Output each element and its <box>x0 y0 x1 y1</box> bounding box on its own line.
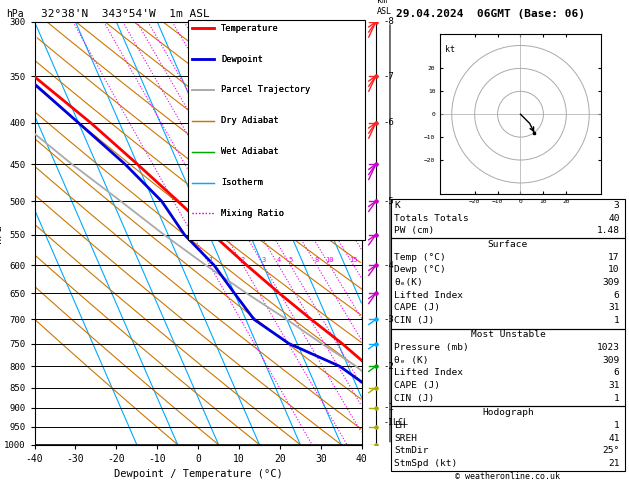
Text: kt: kt <box>445 46 455 54</box>
Text: Wet Adiabat: Wet Adiabat <box>221 147 279 156</box>
Text: Pressure (mb): Pressure (mb) <box>394 343 469 352</box>
Text: 15: 15 <box>349 257 358 263</box>
Text: CIN (J): CIN (J) <box>394 316 435 325</box>
Text: 10: 10 <box>608 265 620 275</box>
Text: PW (cm): PW (cm) <box>394 226 435 236</box>
Text: -8: -8 <box>384 17 394 26</box>
Text: EH: EH <box>394 421 406 430</box>
Text: km
ASL: km ASL <box>377 0 392 16</box>
Text: Temperature: Temperature <box>221 24 279 33</box>
Text: 32°38'N  343°54'W  1m ASL: 32°38'N 343°54'W 1m ASL <box>42 9 210 19</box>
Text: -3: -3 <box>384 315 394 324</box>
Text: 5: 5 <box>288 257 292 263</box>
Text: Lifted Index: Lifted Index <box>394 291 464 300</box>
Text: Temp (°C): Temp (°C) <box>394 253 446 262</box>
Text: 25°: 25° <box>603 446 620 455</box>
Text: 6: 6 <box>614 291 620 300</box>
Text: Parcel Trajectory: Parcel Trajectory <box>221 86 310 94</box>
Text: 41: 41 <box>608 434 620 443</box>
Text: Surface: Surface <box>488 240 528 249</box>
Text: 3: 3 <box>614 201 620 210</box>
Text: Dewpoint: Dewpoint <box>221 54 263 64</box>
X-axis label: Dewpoint / Temperature (°C): Dewpoint / Temperature (°C) <box>114 469 282 479</box>
Text: 1: 1 <box>208 257 212 263</box>
Text: SREH: SREH <box>394 434 418 443</box>
Text: 3: 3 <box>261 257 265 263</box>
Text: CAPE (J): CAPE (J) <box>394 381 440 390</box>
Text: 29.04.2024  06GMT (Base: 06): 29.04.2024 06GMT (Base: 06) <box>396 9 585 19</box>
Text: CAPE (J): CAPE (J) <box>394 303 440 312</box>
Text: 1023: 1023 <box>596 343 620 352</box>
Text: -1: -1 <box>384 403 394 412</box>
Text: 31: 31 <box>608 303 620 312</box>
Text: -1LCL: -1LCL <box>384 418 409 428</box>
Text: Wet Adiabat: Wet Adiabat <box>221 147 279 156</box>
Text: Most Unstable: Most Unstable <box>470 330 545 340</box>
Text: 17: 17 <box>608 253 620 262</box>
Text: Isotherm: Isotherm <box>221 178 263 187</box>
FancyBboxPatch shape <box>188 20 365 240</box>
Text: -4: -4 <box>384 261 394 270</box>
Text: 6: 6 <box>614 368 620 378</box>
Text: 2: 2 <box>241 257 245 263</box>
Text: K: K <box>394 201 400 210</box>
Text: Lifted Index: Lifted Index <box>394 368 464 378</box>
Text: 21: 21 <box>608 459 620 468</box>
Text: θₑ(K): θₑ(K) <box>394 278 423 287</box>
Text: 1: 1 <box>614 421 620 430</box>
Text: 4: 4 <box>276 257 281 263</box>
Text: -6: -6 <box>384 119 394 127</box>
Text: CIN (J): CIN (J) <box>394 394 435 403</box>
Text: Temperature: Temperature <box>221 24 279 33</box>
Text: 1: 1 <box>614 394 620 403</box>
Text: 1: 1 <box>614 316 620 325</box>
Text: StmDir: StmDir <box>394 446 429 455</box>
Text: Mixing Ratio: Mixing Ratio <box>221 209 284 218</box>
Text: 309: 309 <box>603 356 620 365</box>
Text: 10: 10 <box>325 257 334 263</box>
Text: Mixing Ratio: Mixing Ratio <box>221 209 284 218</box>
Text: Hodograph: Hodograph <box>482 408 534 417</box>
Text: θₑ (K): θₑ (K) <box>394 356 429 365</box>
Text: Dewp (°C): Dewp (°C) <box>394 265 446 275</box>
Y-axis label: hPa: hPa <box>0 224 3 243</box>
Text: 40: 40 <box>608 214 620 223</box>
Text: hPa: hPa <box>6 9 24 19</box>
Text: © weatheronline.co.uk: © weatheronline.co.uk <box>455 472 560 481</box>
Text: Dry Adiabat: Dry Adiabat <box>221 116 279 125</box>
Text: 1.48: 1.48 <box>596 226 620 236</box>
Text: 8: 8 <box>314 257 319 263</box>
Text: StmSpd (kt): StmSpd (kt) <box>394 459 458 468</box>
Text: 31: 31 <box>608 381 620 390</box>
Text: -5: -5 <box>384 197 394 206</box>
Text: Isotherm: Isotherm <box>221 178 263 187</box>
Text: 309: 309 <box>603 278 620 287</box>
Text: Dewpoint: Dewpoint <box>221 54 263 64</box>
Text: -7: -7 <box>384 71 394 81</box>
Text: -2: -2 <box>384 362 394 371</box>
Text: Dry Adiabat: Dry Adiabat <box>221 116 279 125</box>
Text: Totals Totals: Totals Totals <box>394 214 469 223</box>
Text: Parcel Trajectory: Parcel Trajectory <box>221 86 310 94</box>
